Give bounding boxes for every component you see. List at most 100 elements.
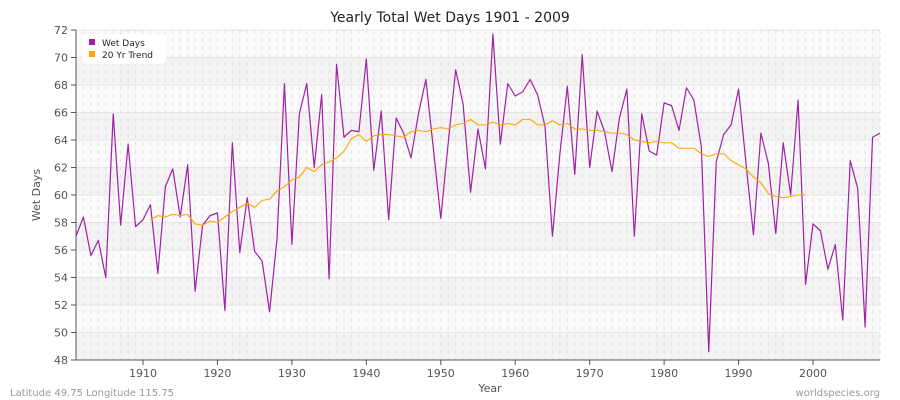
- wet-days-point-1990: [737, 88, 740, 91]
- wet-days-point-1903: [89, 254, 92, 257]
- trend-point-1923: [238, 206, 241, 209]
- legend-swatch-trend: [89, 51, 95, 57]
- wet-days-point-2007: [864, 326, 867, 329]
- trend-point-1916: [186, 213, 189, 216]
- trend-point-1964: [544, 123, 547, 126]
- wet-days-point-1941: [372, 169, 375, 172]
- wet-days-point-1957: [491, 33, 494, 36]
- trend-point-1933: [313, 170, 316, 173]
- x-tick-label: 1930: [278, 367, 306, 380]
- x-axis-ticks: 1910 1920 1930 1940 1950 1960 1970 1980 1990 2000: [129, 360, 827, 380]
- trend-point-1995: [774, 195, 777, 198]
- trend-point-1921: [223, 216, 226, 219]
- wet-days-point-1981: [670, 104, 673, 107]
- trend-point-1962: [529, 118, 532, 121]
- wet-days-point-1914: [171, 167, 174, 170]
- wet-days-point-1970: [588, 166, 591, 169]
- wet-days-point-1933: [313, 166, 316, 169]
- wet-days-point-1967: [566, 85, 569, 88]
- trend-point-1911: [149, 218, 152, 221]
- y-tick-label: 50: [54, 327, 68, 340]
- trend-point-1936: [335, 156, 338, 159]
- wet-days-point-1938: [350, 129, 353, 132]
- trend-point-1973: [611, 132, 614, 135]
- wet-days-point-1940: [365, 57, 368, 60]
- trend-point-1967: [566, 122, 569, 125]
- wet-days-point-1986: [707, 350, 710, 353]
- wet-days-point-1959: [506, 82, 509, 85]
- wet-days-point-1935: [328, 277, 331, 280]
- wet-days-point-1963: [536, 93, 539, 96]
- trend-point-1913: [164, 216, 167, 219]
- trend-point-1972: [603, 130, 606, 133]
- wet-days-point-1917: [194, 290, 197, 293]
- wet-days-point-1936: [335, 63, 338, 66]
- legend-label-trend: 20 Yr Trend: [102, 51, 153, 61]
- wet-days-point-1977: [640, 112, 643, 115]
- wet-days-point-1965: [551, 235, 554, 238]
- location-label: Latitude 49.75 Longitude 115.75: [10, 388, 174, 399]
- wet-days-point-1969: [581, 53, 584, 56]
- trend-point-1976: [633, 139, 636, 142]
- trend-point-1954: [469, 118, 472, 121]
- wet-days-point-2002: [826, 268, 829, 271]
- trend-point-1950: [439, 126, 442, 129]
- wet-days-point-1993: [759, 132, 762, 135]
- wet-days-point-1956: [484, 167, 487, 170]
- trend-point-1956: [484, 123, 487, 126]
- trend-point-1951: [447, 128, 450, 131]
- wet-days-point-1925: [253, 250, 256, 253]
- trend-point-1928: [276, 189, 279, 192]
- wet-days-point-1980: [663, 101, 666, 104]
- trend-point-1941: [372, 134, 375, 137]
- y-tick-label: 66: [54, 107, 68, 120]
- trend-point-1984: [692, 147, 695, 150]
- trend-point-1953: [462, 122, 465, 125]
- wet-days-point-1909: [134, 225, 137, 228]
- wet-days-point-1949: [432, 147, 435, 150]
- site-label: worldspecies.org: [796, 388, 880, 399]
- trend-point-1952: [454, 123, 457, 126]
- trend-point-1917: [194, 222, 197, 225]
- plot-band: [76, 222, 880, 250]
- wet-days-point-2003: [834, 243, 837, 246]
- trend-point-1957: [491, 121, 494, 124]
- x-tick-label: 1910: [129, 367, 157, 380]
- wet-days-point-1952: [454, 68, 457, 71]
- trend-point-1938: [350, 137, 353, 140]
- wet-days-point-1932: [305, 82, 308, 85]
- trend-point-1959: [506, 122, 509, 125]
- wet-days-point-1946: [410, 156, 413, 159]
- trend-point-1985: [700, 152, 703, 155]
- plot-band: [76, 30, 880, 58]
- trend-point-1988: [722, 152, 725, 155]
- x-tick-label: 1950: [427, 367, 455, 380]
- y-tick-label: 52: [54, 299, 68, 312]
- trend-point-1945: [402, 136, 405, 139]
- wet-days-point-1905: [104, 276, 107, 279]
- trend-point-1977: [640, 140, 643, 143]
- wet-days-point-1907: [119, 224, 122, 227]
- x-axis-label: Year: [477, 382, 502, 395]
- wet-days-point-2008: [871, 136, 874, 139]
- trend-point-1934: [320, 163, 323, 166]
- wet-days-point-1996: [782, 141, 785, 144]
- trend-point-1965: [551, 119, 554, 122]
- wet-days-point-1904: [97, 239, 100, 242]
- trend-point-1937: [343, 150, 346, 153]
- legend-box: [82, 34, 166, 64]
- trend-point-1915: [179, 214, 182, 217]
- trend-point-1978: [648, 141, 651, 144]
- wet-days-point-1968: [573, 173, 576, 176]
- wet-days-point-1922: [231, 141, 234, 144]
- wet-days-point-1945: [402, 132, 405, 135]
- trend-point-1935: [328, 161, 331, 164]
- trend-point-1929: [283, 185, 286, 188]
- wet-days-point-1912: [156, 272, 159, 275]
- wet-days-point-1923: [238, 251, 241, 254]
- trend-point-1926: [261, 199, 264, 202]
- x-tick-label: 1990: [725, 367, 753, 380]
- wet-days-point-1985: [700, 145, 703, 148]
- trend-point-1998: [797, 194, 800, 197]
- trend-point-1948: [424, 130, 427, 133]
